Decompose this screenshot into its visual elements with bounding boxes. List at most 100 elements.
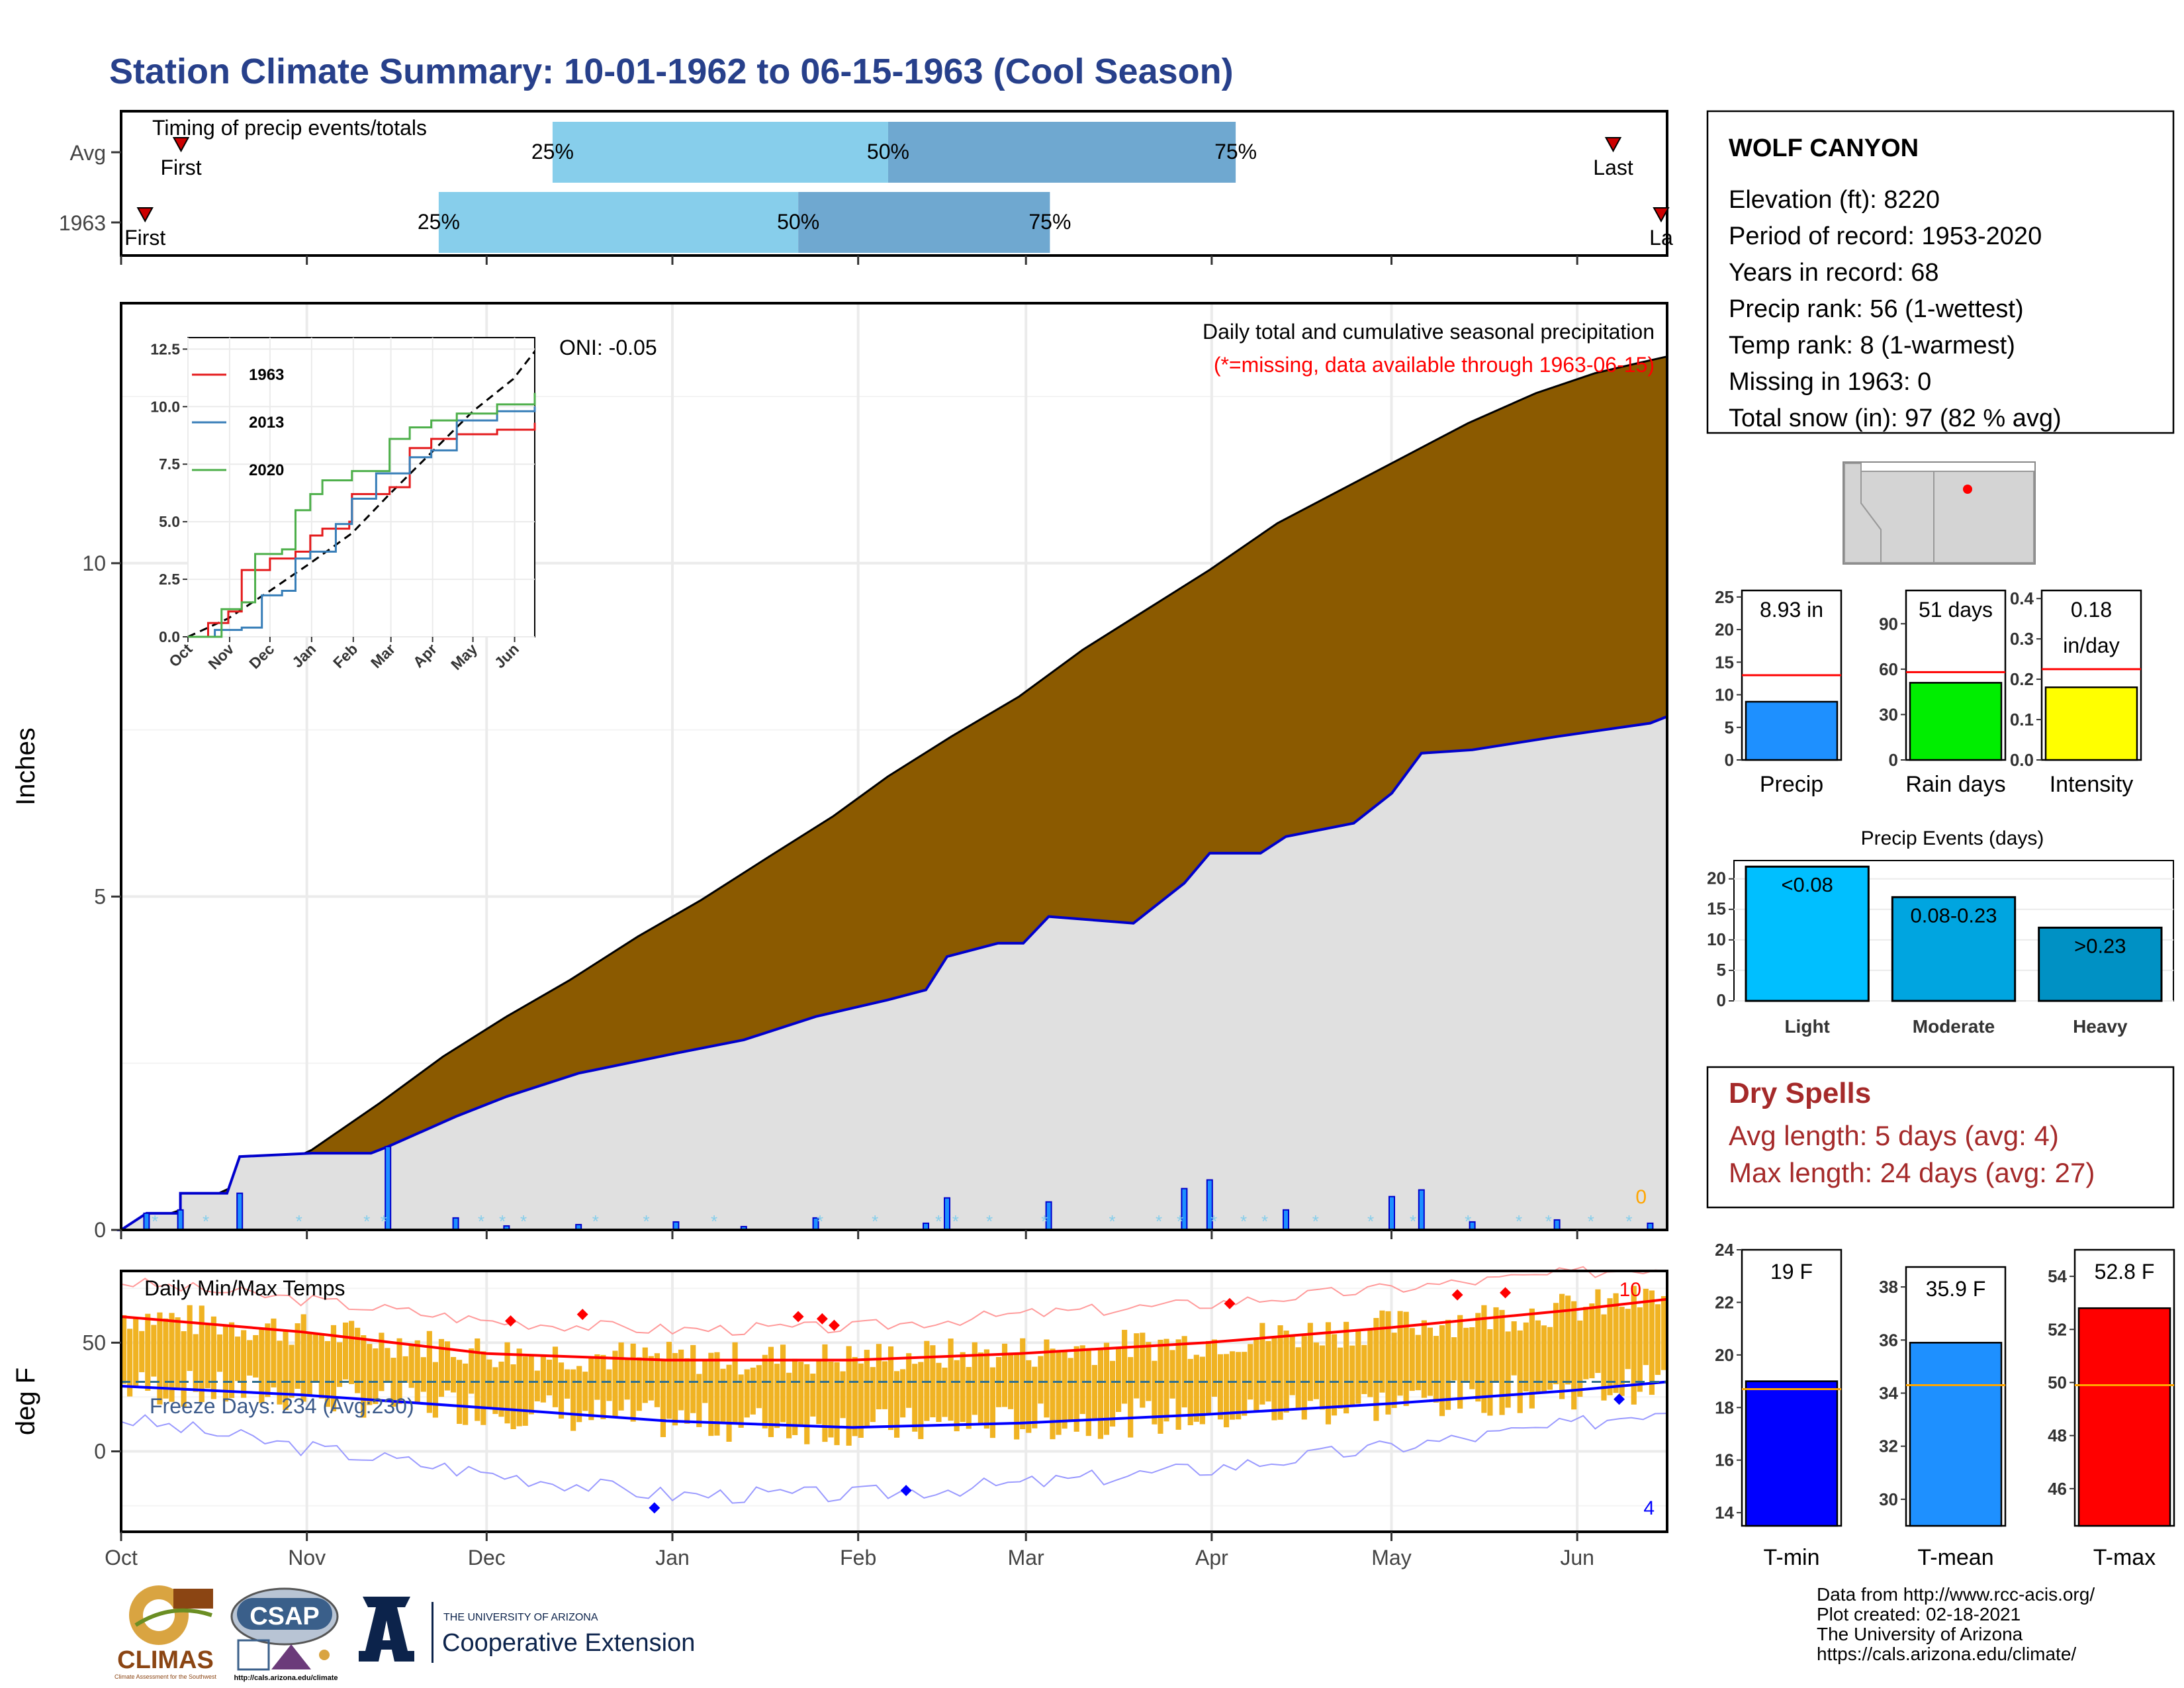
daily-temp-range-bar <box>157 1312 163 1405</box>
temp-summary-ytick-label: 18 <box>1715 1397 1734 1417</box>
daily-temp-range-bar <box>534 1370 540 1401</box>
daily-temp-range-bar <box>600 1354 606 1419</box>
events-bar-Heavy <box>2038 926 2163 1002</box>
state-map-icon <box>1843 461 2036 565</box>
summary-ytick-label: 0.1 <box>2010 710 2034 729</box>
events-category-label: Moderate <box>1913 1016 1995 1037</box>
precip-ytick-label: 10 <box>82 551 106 575</box>
daily-temp-range-bar <box>1433 1336 1439 1403</box>
daily-temp-range-bar <box>1493 1307 1499 1382</box>
temp-summary-bar-label: T-mean <box>1917 1545 1993 1570</box>
daily-temp-range-bar <box>900 1369 906 1418</box>
daily-temp-range-bar <box>624 1358 630 1400</box>
daily-temp-range-bar <box>1338 1347 1343 1409</box>
record-high-marker <box>792 1311 804 1323</box>
daily-temp-range-bar <box>1457 1315 1463 1409</box>
daily-temp-range-bar <box>1409 1328 1415 1391</box>
temp-summary-ytick-label: 36 <box>1879 1330 1898 1350</box>
daily-temp-range-bar <box>457 1360 463 1425</box>
daily-temp-range-bar <box>367 1344 373 1405</box>
climas-logo-text: CLIMAS <box>117 1646 214 1674</box>
daily-temp-range-bar <box>942 1368 948 1417</box>
summary-ytick-label: 15 <box>1715 652 1734 672</box>
csap-logo-text: CSAP <box>250 1603 320 1630</box>
daily-temp-range-bar <box>666 1342 672 1419</box>
daily-temp-range-bar <box>444 1341 451 1391</box>
daily-temp-range-bar <box>810 1374 816 1417</box>
daily-temp-range-bar <box>672 1352 678 1426</box>
record-low-marker <box>649 1502 660 1514</box>
daily-temp-range-bar <box>570 1369 576 1431</box>
snow-day-marker: * <box>986 1211 993 1231</box>
daily-temp-range-bar <box>1020 1338 1026 1430</box>
csap-logo: CSAP http://cals.arizona.edu/climate <box>230 1587 339 1682</box>
summary-value-label: 8.93 in <box>1760 598 1823 622</box>
daily-temp-range-bar <box>678 1349 684 1411</box>
daily-temp-range-bar <box>1661 1295 1667 1370</box>
daily-temp-range-bar <box>983 1349 989 1429</box>
daily-temp-range-bar <box>324 1340 330 1407</box>
daily-temp-range-bar <box>1517 1330 1523 1413</box>
credit-line: Data from http://www.rcc-acis.org/ <box>1817 1584 2095 1605</box>
daily-temp-range-bar <box>1511 1321 1517 1376</box>
page-title: Station Climate Summary: 10-01-1962 to 0… <box>109 52 1234 91</box>
daily-temp-range-bar <box>930 1345 936 1418</box>
timing-q75-label: 75% <box>1214 140 1257 164</box>
daily-temp-range-bar <box>241 1330 247 1398</box>
daily-temp-range-bar <box>822 1344 828 1442</box>
summary-bars: 0 5 10 15 20 25 8.93 in Precip 0 30 60 90 51 days Rai… <box>1715 587 2142 797</box>
temp-summary-bar-label: T-min <box>1764 1545 1820 1570</box>
events-ytick-label: 5 <box>1717 960 1726 980</box>
snow-day-marker: * <box>1588 1211 1594 1231</box>
events-bar-Light <box>1745 865 1870 1002</box>
daily-temp-range-bar <box>612 1350 618 1417</box>
daily-temp-range-bar <box>318 1334 324 1399</box>
daily-temp-range-bar <box>1056 1350 1062 1435</box>
daily-temp-range-bar <box>989 1367 996 1438</box>
snow-day-marker: * <box>1545 1211 1552 1231</box>
daily-temp-range-bar <box>1361 1344 1367 1395</box>
snow-day-marker: * <box>1367 1211 1374 1231</box>
daily-temp-range-bar <box>1259 1323 1265 1405</box>
freeze-days-label: Freeze Days: 234 (Avg:230) <box>150 1394 414 1418</box>
daily-temp-range-bar <box>1163 1338 1169 1422</box>
daily-temp-range-bar <box>205 1325 210 1389</box>
daily-temp-range-bar <box>696 1374 702 1427</box>
timing-row-label: 1963 <box>59 211 106 235</box>
daily-temp-range-bar <box>708 1352 714 1436</box>
daily-temp-range-bar <box>1073 1346 1079 1432</box>
daily-temp-range-bar <box>1343 1321 1349 1414</box>
temp-summary-ytick-label: 20 <box>1715 1345 1734 1365</box>
temp-summary-ytick-label: 52 <box>2048 1319 2067 1339</box>
snow-day-marker: * <box>1210 1211 1217 1231</box>
inset-frame <box>187 337 535 637</box>
daily-temp-range-bar <box>522 1356 528 1426</box>
oni-value: ONI: -0.05 <box>559 336 657 359</box>
timing-label: Timing of precip events/totals <box>152 116 427 140</box>
summary-ytick-label: 0.4 <box>2010 588 2034 608</box>
daily-temp-range-bar <box>1631 1286 1637 1405</box>
daily-temp-range-bar <box>834 1362 840 1446</box>
daily-temp-range-bar <box>247 1340 253 1376</box>
temp-summary-ytick-label: 50 <box>2048 1372 2067 1392</box>
inset-ytick-label: 2.5 <box>159 571 180 588</box>
daily-temp-range-bar <box>1211 1339 1218 1397</box>
daily-temp-range-bar <box>750 1368 756 1415</box>
record-high-marker <box>576 1309 588 1321</box>
daily-temp-range-bar <box>289 1344 295 1398</box>
daily-temp-range-bar <box>1403 1311 1409 1407</box>
daily-temp-range-bar <box>726 1364 732 1442</box>
timing-q25-label: 25% <box>418 210 460 234</box>
temp-summary-ytick-label: 54 <box>2048 1266 2067 1286</box>
daily-temp-range-bar <box>1175 1339 1181 1430</box>
daily-temp-range-bar <box>648 1356 654 1401</box>
daily-temp-range-bar <box>816 1360 822 1425</box>
daily-temp-range-bar <box>151 1325 157 1377</box>
temp-plot <box>120 1266 1668 1514</box>
daily-temp-range-bar <box>546 1359 553 1395</box>
temp-summary-ytick-label: 38 <box>1879 1277 1898 1297</box>
snow-day-marker: * <box>643 1211 650 1231</box>
timing-q50-label: 50% <box>777 210 819 234</box>
inset-ytick-label: 10.0 <box>150 398 180 415</box>
